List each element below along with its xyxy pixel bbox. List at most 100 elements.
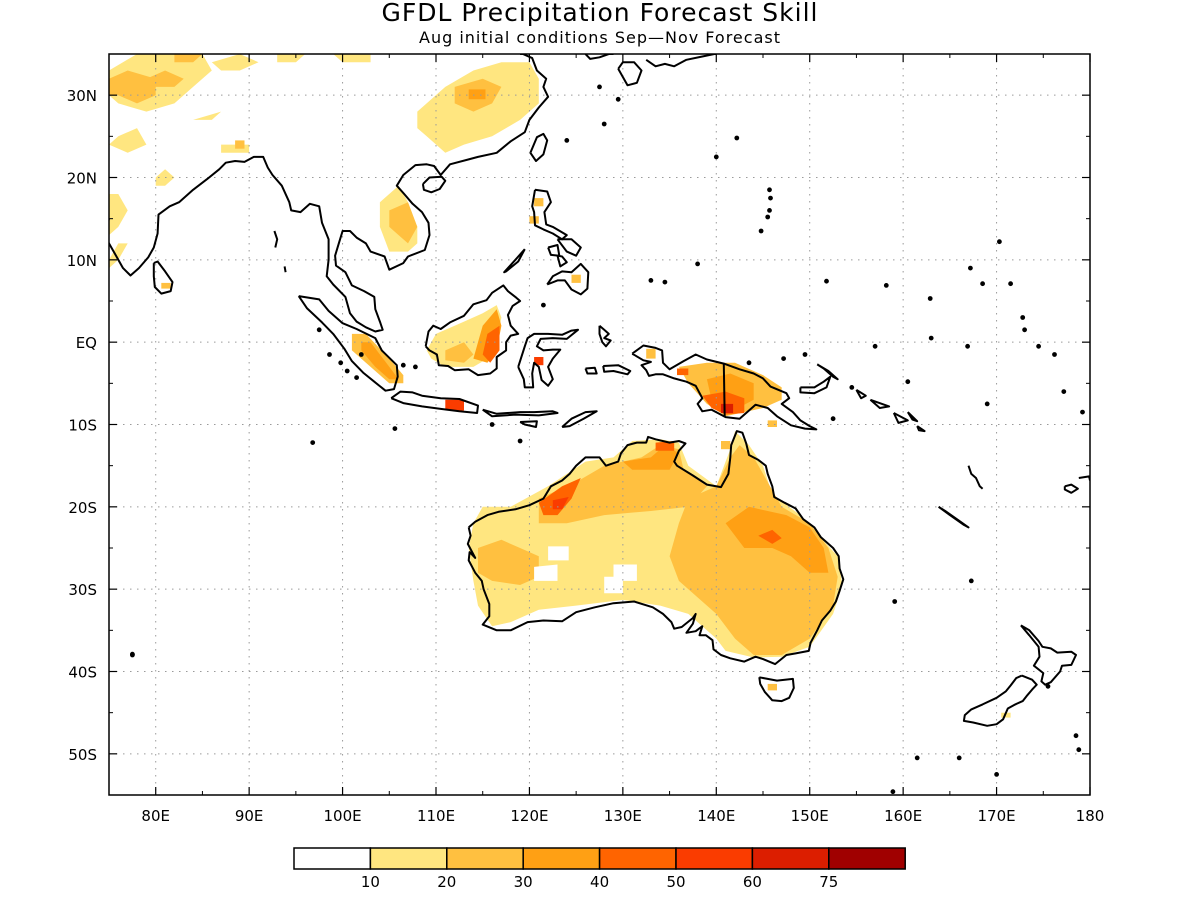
island-dot	[1061, 389, 1067, 395]
coastline-segment	[531, 188, 568, 241]
island-dot	[892, 599, 898, 604]
map-subtitle: Aug initial conditions Sep—Nov Forecast	[419, 28, 781, 47]
lon-tick-label: 120E	[510, 807, 548, 825]
coastline-segment	[916, 425, 926, 433]
skill-region	[482, 325, 500, 363]
island-dot	[802, 352, 808, 357]
island-dot	[1080, 409, 1085, 415]
island-dot	[1008, 281, 1013, 287]
island-dot	[517, 438, 523, 444]
island-dot	[358, 352, 364, 357]
island-dot	[310, 440, 316, 446]
coastline-segment	[273, 230, 279, 248]
coastline-segment	[421, 175, 447, 194]
colorbar-swatch	[675, 847, 754, 870]
colorbar-swatch	[751, 847, 830, 870]
coastline-segment	[556, 254, 568, 268]
skill-region	[767, 420, 777, 427]
coastline-segment	[758, 676, 795, 703]
island-dot	[316, 327, 322, 333]
skill-region	[669, 445, 838, 655]
island-dot	[968, 265, 973, 271]
colorbar-swatch	[828, 847, 906, 870]
island-dot	[1022, 327, 1027, 333]
lon-tick-label: 170E	[978, 807, 1016, 825]
coastline-segment	[546, 262, 590, 296]
coastline-segment	[906, 411, 919, 423]
coastline-segment	[283, 266, 287, 273]
coastlines	[109, 54, 1090, 795]
island-dot	[413, 364, 418, 370]
skill-region	[468, 89, 486, 100]
skill-region	[571, 274, 581, 283]
island-dot	[130, 651, 135, 657]
colorbar-swatch	[598, 847, 677, 870]
island-dot	[965, 343, 970, 349]
coastline-segment	[519, 420, 538, 428]
skill-region	[109, 243, 128, 269]
island-dot	[1076, 747, 1082, 753]
skill-region	[445, 399, 464, 411]
skill-region	[702, 391, 745, 415]
lon-tick-label: 180	[1076, 807, 1105, 825]
coastline-segment	[482, 408, 559, 418]
skill-region	[109, 194, 128, 236]
skill-region	[622, 445, 679, 470]
lat-tick-label: EQ	[76, 334, 97, 352]
lon-tick-label: 140E	[697, 807, 735, 825]
lat-tick-label: 20S	[68, 499, 97, 517]
coastline-segment	[962, 674, 1038, 727]
island-dot	[327, 352, 332, 357]
island-dot	[734, 135, 740, 141]
island-dot	[883, 283, 889, 288]
island-dot	[758, 228, 764, 234]
lat-tick-label: 10S	[68, 417, 97, 435]
island-dot	[344, 368, 350, 374]
skill-region	[235, 140, 245, 149]
island-dot	[984, 401, 990, 407]
lon-tick-label: 130E	[604, 807, 642, 825]
colorbar-swatch	[522, 847, 601, 870]
coastline-segment	[547, 244, 561, 257]
island-dot	[541, 302, 546, 308]
coastline-segment	[816, 363, 839, 381]
island-dot	[968, 578, 974, 584]
skill-region	[389, 202, 418, 244]
skill-region	[534, 357, 544, 366]
island-dot	[980, 281, 985, 287]
colorbar-label: 60	[743, 873, 762, 891]
colorbar-swatch	[293, 847, 372, 870]
island-dot	[824, 278, 829, 284]
coastline-segment	[602, 364, 632, 376]
island-dot	[615, 96, 621, 102]
island-dot	[489, 422, 495, 427]
lon-tick-label: 160E	[884, 807, 922, 825]
skill-region	[174, 54, 203, 63]
island-dot	[1036, 343, 1041, 349]
skill-region	[534, 198, 544, 207]
coastline-segment	[869, 398, 891, 409]
colorbar-swatch	[369, 847, 448, 870]
island-dot	[338, 360, 344, 366]
island-dot	[662, 279, 668, 285]
island-dot	[956, 755, 962, 761]
lat-tick-label: 10N	[67, 252, 97, 270]
coastline-segment	[855, 389, 867, 400]
skill-region	[721, 403, 734, 413]
skill-region	[548, 546, 569, 561]
coastline-segment	[967, 465, 984, 490]
island-dot	[1052, 352, 1057, 357]
island-dot	[781, 356, 786, 362]
colorbar-label: 75	[819, 873, 838, 891]
island-dot	[765, 214, 771, 220]
coastline-segment	[297, 295, 399, 392]
coastline-segment	[892, 412, 909, 424]
island-dot	[890, 789, 896, 795]
coastline-segment	[424, 284, 522, 377]
lon-tick-label: 100E	[324, 807, 362, 825]
island-dot	[746, 360, 752, 366]
island-dot	[1073, 733, 1079, 739]
coastline-segment	[617, 61, 643, 87]
island-dot	[354, 375, 360, 381]
skill-region	[478, 539, 539, 585]
